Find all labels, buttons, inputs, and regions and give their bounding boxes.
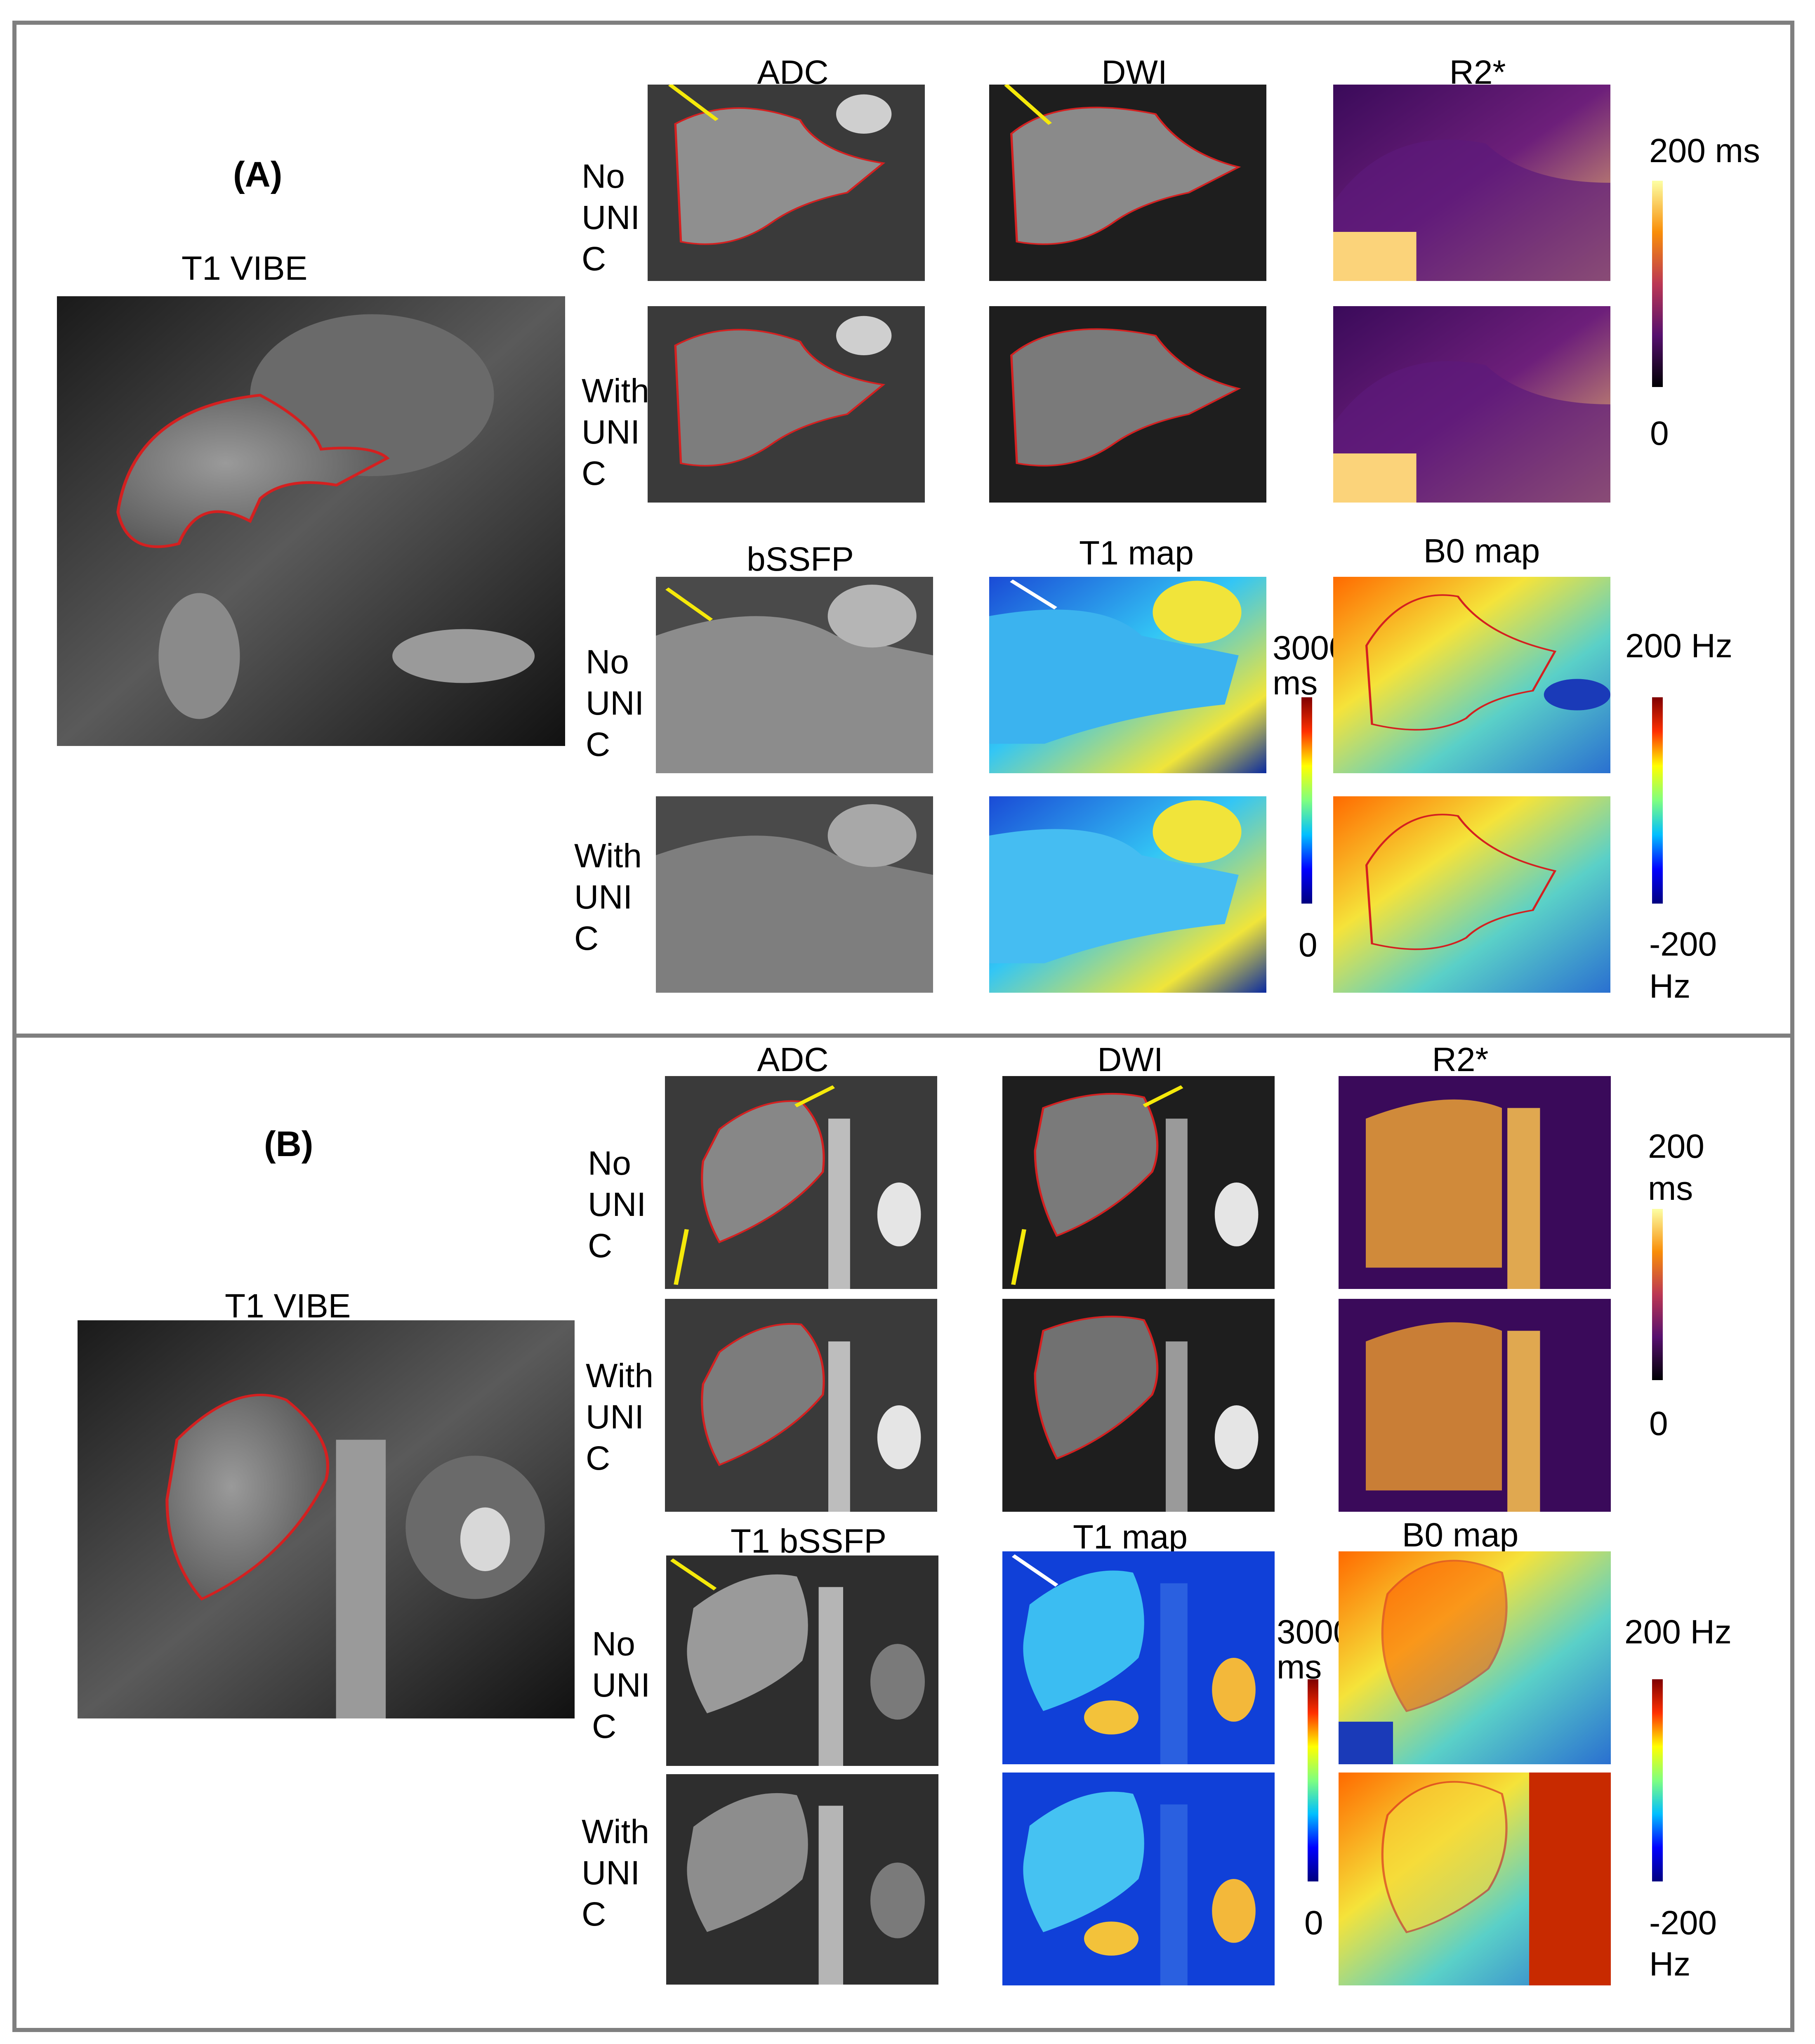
panel-a-row-label-with-unic-bottom: With UNI C	[574, 837, 642, 957]
panel-b-t1-vibe-image	[78, 1320, 575, 1718]
panel-b-b0map-with-unic-image	[1339, 1773, 1611, 1985]
panel-b-b0-colorbar	[1652, 1679, 1663, 1881]
panel-a-b0map-title: B0 map	[1423, 532, 1540, 570]
panel-a-b0map-no-unic-image	[1333, 577, 1610, 773]
panel-b-b0map-title: B0 map	[1402, 1516, 1519, 1554]
panel-a-r2-with-unic-image	[1333, 306, 1610, 503]
panel-b-adc-title: ADC	[757, 1041, 829, 1079]
panel-a-adc-no-unic-image	[648, 85, 925, 281]
panel-b-adc-with-unic-image	[665, 1299, 937, 1512]
panel-a-bssfp-title: bSSFP	[747, 541, 854, 578]
panel-a-t1-min-label: 0	[1299, 926, 1318, 964]
panel-b-dwi-with-unic-image	[1002, 1299, 1275, 1512]
panel-b-row-label-no-unic: No UNI C	[588, 1145, 646, 1265]
panel-a-b0-colorbar	[1652, 697, 1663, 904]
panel-a-t1-vibe-image	[57, 296, 565, 746]
panel-b-b0-min-label-1: -200	[1649, 1904, 1717, 1942]
panel-a-bssfp-no-unic-image	[656, 577, 933, 773]
panel-b-b0-max-label: 200 Hz	[1624, 1613, 1732, 1651]
panel-a-t1map-no-unic-image	[989, 577, 1266, 773]
panel-a-t1-colorbar	[1301, 697, 1312, 904]
panel-a-t1map-title: T1 map	[1079, 534, 1194, 572]
panel-b-vibe-label: T1 VIBE	[225, 1287, 351, 1325]
panel-b-tag: (B)	[264, 1124, 314, 1164]
panel-b-bssfp-with-unic-image	[666, 1774, 938, 1985]
panel-b-r2-no-unic-image	[1339, 1076, 1611, 1289]
panel-b-t1-max-label-2: ms	[1277, 1648, 1322, 1686]
panel-b-t1map-no-unic-image	[1002, 1551, 1275, 1764]
panel-a-r2-title: R2*	[1449, 54, 1506, 91]
panel-a-r2-max-label: 200 ms	[1649, 132, 1760, 170]
panel-a-vibe-label: T1 VIBE	[182, 250, 308, 287]
panel-a-tag: (A)	[233, 155, 283, 194]
panel-a-r2-min-label: 0	[1650, 415, 1669, 452]
panel-b-b0-min-label-2: Hz	[1649, 1945, 1691, 1983]
panel-b-r2-min-label: 0	[1649, 1405, 1668, 1442]
panel-a-row-label-with-unic: With UNI C	[582, 372, 649, 492]
panel-b-t1map-title: T1 map	[1073, 1518, 1188, 1556]
panel-b-row-label-no-unic-bottom: No UNI C	[592, 1625, 651, 1745]
panel-a-b0-min-label-2: Hz	[1649, 968, 1691, 1005]
panel-b-r2-with-unic-image	[1339, 1299, 1611, 1512]
panel-a-b0-max-label: 200 Hz	[1625, 627, 1732, 665]
panel-b-t1map-with-unic-image	[1002, 1773, 1275, 1985]
panel-a-b0map-with-unic-image	[1333, 796, 1610, 993]
panel-a-row-label-no-unic: No UNI C	[582, 158, 640, 278]
panel-b-adc-no-unic-image	[665, 1076, 937, 1289]
panel-b-t1-colorbar	[1308, 1679, 1318, 1881]
panel-a-adc-with-unic-image	[648, 306, 925, 503]
panel-a-b0-min-label-1: -200	[1649, 925, 1717, 963]
panel-a-dwi-no-unic-image	[989, 85, 1266, 281]
panel-b-bssfp-title: T1 bSSFP	[730, 1522, 887, 1560]
panel-a-row-label-no-unic-bottom: No UNI C	[586, 643, 644, 763]
panel-b-r2-max-label-1: 200	[1648, 1128, 1704, 1165]
panel-a-t1-max-label-2: ms	[1273, 664, 1318, 702]
panel-b-dwi-title: DWI	[1097, 1041, 1163, 1079]
panel-a-dwi-with-unic-image	[989, 306, 1266, 503]
panel-b-dwi-no-unic-image	[1002, 1076, 1275, 1289]
panel-a-bssfp-with-unic-image	[656, 796, 933, 993]
panel-a-r2-colorbar	[1652, 181, 1663, 387]
panel-a-t1map-with-unic-image	[989, 796, 1266, 993]
panel-b-b0map-no-unic-image	[1339, 1551, 1611, 1764]
panel-b-row-label-with-unic: With UNI C	[586, 1357, 653, 1477]
panel-b-bssfp-no-unic-image	[666, 1555, 938, 1766]
panel-a-r2-no-unic-image	[1333, 85, 1610, 281]
panel-b-r2-max-label-2: ms	[1648, 1170, 1693, 1207]
panel-b-r2-colorbar	[1652, 1209, 1663, 1380]
panel-b-t1-min-label: 0	[1304, 1904, 1323, 1942]
panel-b-row-label-with-unic-bottom: With UNI C	[582, 1813, 649, 1933]
panel-b-r2-title: R2*	[1432, 1041, 1489, 1079]
panel-a-dwi-title: DWI	[1101, 54, 1167, 91]
panel-a-adc-title: ADC	[757, 54, 829, 91]
